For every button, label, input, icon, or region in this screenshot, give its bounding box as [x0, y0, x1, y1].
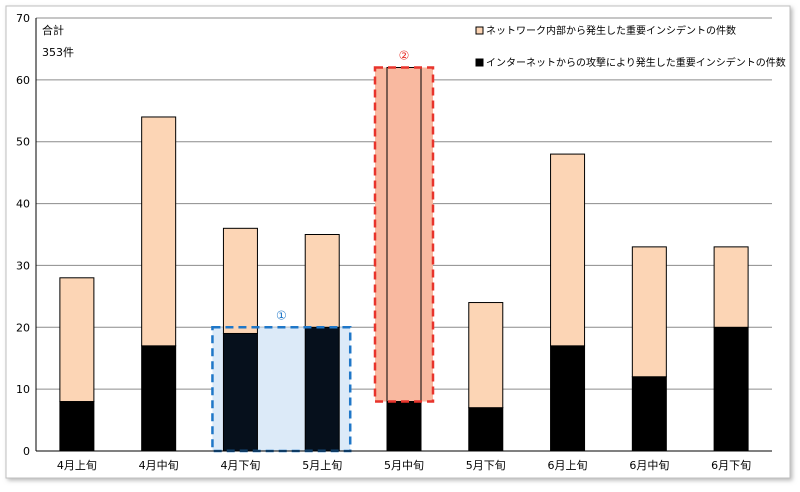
bar-segment — [141, 116, 177, 347]
bar-segment — [386, 66, 422, 403]
total-label: 合計 — [42, 23, 64, 37]
bar-segment — [222, 332, 258, 452]
bar-segment — [550, 153, 586, 347]
x-tick-label: 4月下旬 — [220, 459, 260, 472]
bar-segment — [713, 246, 749, 328]
x-tick-label: 5月下旬 — [466, 459, 506, 472]
bar-segment — [141, 345, 177, 452]
annotation-box — [373, 66, 435, 403]
x-tick-label: 6月上旬 — [548, 459, 588, 472]
total-value: 353件 — [42, 46, 74, 59]
bar-segment — [713, 326, 749, 452]
legend: ネットワーク内部から発生した重要インシデントの件数インターネットからの攻撃により… — [475, 24, 786, 69]
y-axis-tick-labels: 0 10 20 30 40 50 60 70 — [16, 12, 30, 458]
bar-segment — [631, 376, 667, 452]
legend-swatch — [475, 58, 484, 67]
legend-label: インターネットからの攻撃により発生した重要インシデントの件数 — [486, 56, 786, 69]
x-tick-label: 5月中旬 — [384, 459, 424, 472]
y-tick-label: 60 — [16, 74, 30, 87]
y-tick-label: 0 — [23, 445, 30, 458]
bar-segment — [59, 401, 95, 452]
bar-segment — [59, 277, 95, 403]
annotation-label: ② — [399, 48, 410, 62]
annotation-label: ① — [276, 308, 287, 322]
x-tick-label: 6月下旬 — [711, 459, 751, 472]
x-tick-label: 6月中旬 — [629, 459, 669, 472]
bar-segment — [631, 246, 667, 378]
bar-segment — [222, 227, 258, 334]
bar-segment — [304, 326, 340, 452]
x-axis-tick-labels: 4月上旬 4月中旬 4月下旬 5月上旬 5月中旬 5月下旬 6月上旬 6月中旬 6月下旬 — [57, 459, 751, 472]
y-tick-label: 30 — [16, 259, 30, 272]
y-tick-label: 50 — [16, 136, 30, 149]
x-tick-label: 4月中旬 — [139, 459, 179, 472]
legend-swatch — [475, 26, 484, 35]
y-tick-label: 70 — [16, 12, 30, 25]
bar-segment — [468, 407, 504, 452]
y-tick-label: 20 — [16, 321, 30, 334]
y-tick-label: 10 — [16, 383, 30, 396]
bar-segment — [304, 234, 340, 328]
bar-segment — [550, 345, 586, 452]
bars — [59, 66, 749, 452]
legend-label: ネットワーク内部から発生した重要インシデントの件数 — [486, 24, 736, 37]
bar-segment — [468, 302, 504, 409]
x-tick-label: 4月上旬 — [57, 459, 97, 472]
y-tick-label: 40 — [16, 198, 30, 211]
bar-segment — [386, 401, 422, 452]
x-tick-label: 5月上旬 — [302, 459, 342, 472]
